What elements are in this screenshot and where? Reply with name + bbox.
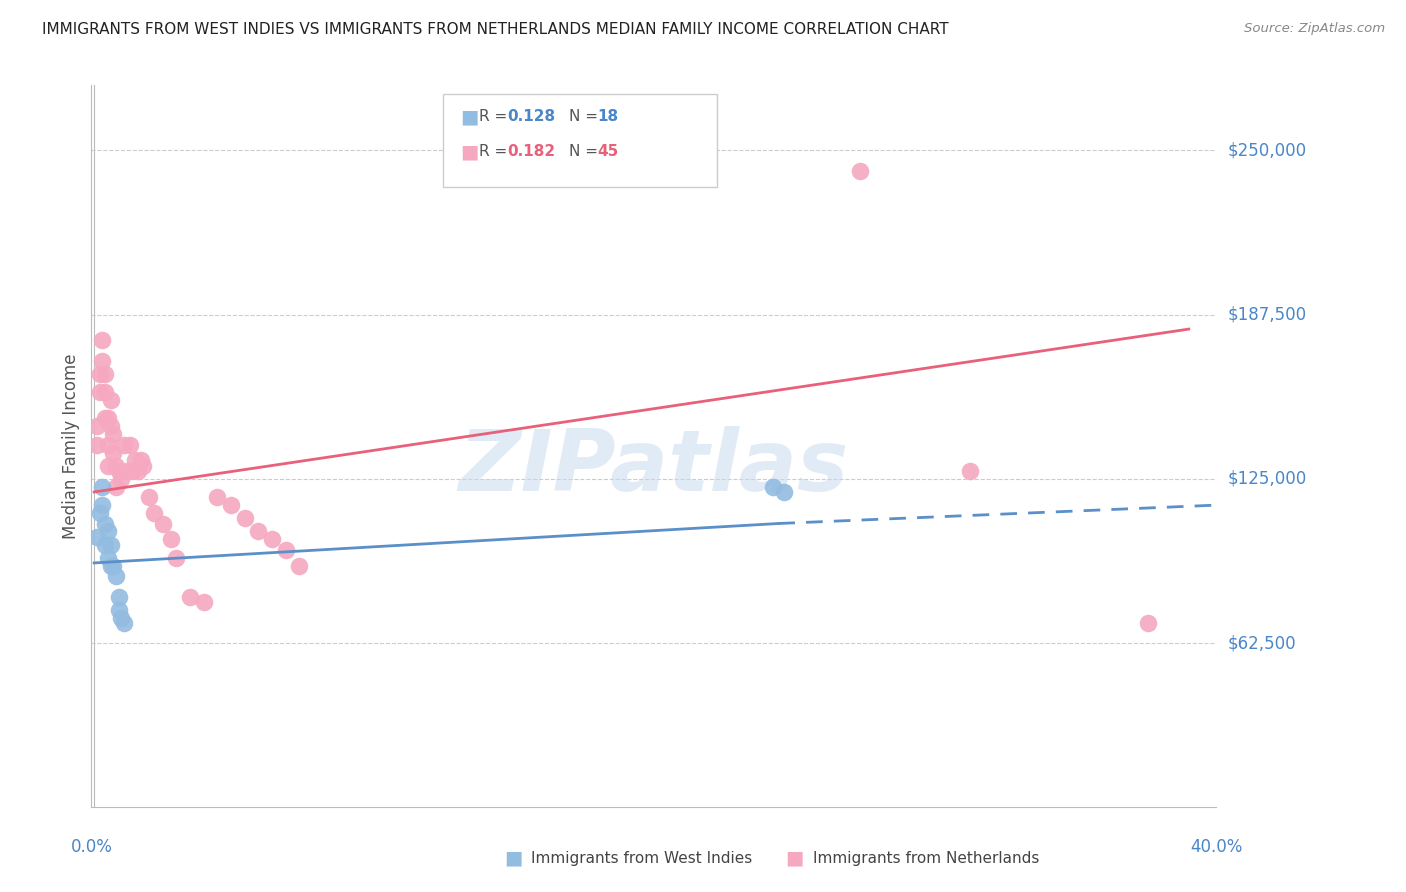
Text: R =: R = bbox=[479, 110, 508, 124]
Point bbox=[94, 411, 117, 425]
Point bbox=[115, 464, 138, 478]
Point bbox=[179, 590, 201, 604]
Text: N =: N = bbox=[569, 145, 599, 159]
Text: ■: ■ bbox=[785, 848, 804, 868]
Point bbox=[91, 480, 114, 494]
Text: Immigrants from West Indies: Immigrants from West Indies bbox=[531, 851, 752, 865]
Point bbox=[1136, 616, 1159, 631]
Point bbox=[94, 537, 117, 551]
Text: $187,500: $187,500 bbox=[1227, 306, 1306, 324]
Point bbox=[247, 524, 270, 539]
Text: $62,500: $62,500 bbox=[1227, 634, 1296, 652]
Text: ZIPatlas: ZIPatlas bbox=[458, 426, 849, 509]
Point bbox=[107, 590, 129, 604]
Point bbox=[105, 480, 128, 494]
Text: 0.182: 0.182 bbox=[508, 145, 555, 159]
Point bbox=[100, 392, 122, 407]
Point bbox=[112, 438, 135, 452]
Point bbox=[97, 458, 120, 473]
Point bbox=[219, 498, 242, 512]
Text: Immigrants from Netherlands: Immigrants from Netherlands bbox=[813, 851, 1039, 865]
Point bbox=[97, 411, 120, 425]
Text: 45: 45 bbox=[598, 145, 619, 159]
Point bbox=[107, 603, 129, 617]
Point bbox=[100, 558, 122, 573]
Point bbox=[129, 453, 152, 467]
Point bbox=[97, 438, 120, 452]
Point bbox=[274, 542, 297, 557]
Point bbox=[159, 533, 181, 547]
Point bbox=[762, 480, 785, 494]
Point bbox=[152, 516, 174, 531]
Text: Source: ZipAtlas.com: Source: ZipAtlas.com bbox=[1244, 22, 1385, 36]
Point bbox=[849, 164, 872, 178]
Text: 18: 18 bbox=[598, 110, 619, 124]
Point bbox=[91, 498, 114, 512]
Point bbox=[97, 550, 120, 565]
Point bbox=[193, 595, 215, 609]
Point bbox=[105, 569, 128, 583]
Point bbox=[110, 611, 132, 625]
Point bbox=[107, 464, 129, 478]
Text: ■: ■ bbox=[460, 107, 478, 127]
Point bbox=[207, 490, 229, 504]
Point bbox=[124, 453, 146, 467]
Point bbox=[105, 458, 128, 473]
Text: ■: ■ bbox=[460, 142, 478, 161]
Point bbox=[103, 445, 125, 459]
Text: R =: R = bbox=[479, 145, 508, 159]
Text: 0.128: 0.128 bbox=[508, 110, 555, 124]
Point bbox=[165, 550, 187, 565]
Point bbox=[91, 333, 114, 347]
Point bbox=[121, 464, 143, 478]
Point bbox=[288, 558, 311, 573]
Text: 0.0%: 0.0% bbox=[70, 838, 112, 855]
Point bbox=[103, 558, 125, 573]
Point bbox=[86, 438, 108, 452]
Text: $125,000: $125,000 bbox=[1227, 470, 1306, 488]
Point bbox=[772, 485, 794, 500]
Point bbox=[112, 616, 135, 631]
Point bbox=[100, 537, 122, 551]
Text: ■: ■ bbox=[503, 848, 523, 868]
Point bbox=[94, 516, 117, 531]
Point bbox=[127, 464, 149, 478]
Text: $250,000: $250,000 bbox=[1227, 142, 1306, 160]
Point bbox=[132, 458, 155, 473]
Point bbox=[100, 419, 122, 434]
Point bbox=[89, 506, 111, 520]
Text: 40.0%: 40.0% bbox=[1189, 838, 1243, 855]
Y-axis label: Median Family Income: Median Family Income bbox=[62, 353, 80, 539]
Point bbox=[233, 511, 256, 525]
Point bbox=[143, 506, 166, 520]
Point bbox=[118, 438, 141, 452]
Point bbox=[86, 419, 108, 434]
Text: N =: N = bbox=[569, 110, 599, 124]
Point bbox=[89, 385, 111, 400]
Point bbox=[94, 385, 117, 400]
Point bbox=[94, 367, 117, 381]
Point bbox=[103, 427, 125, 442]
Point bbox=[89, 367, 111, 381]
Point bbox=[138, 490, 160, 504]
Point bbox=[110, 472, 132, 486]
Point bbox=[260, 533, 283, 547]
Point bbox=[86, 530, 108, 544]
Text: IMMIGRANTS FROM WEST INDIES VS IMMIGRANTS FROM NETHERLANDS MEDIAN FAMILY INCOME : IMMIGRANTS FROM WEST INDIES VS IMMIGRANT… bbox=[42, 22, 949, 37]
Point bbox=[91, 353, 114, 368]
Point bbox=[97, 524, 120, 539]
Point bbox=[959, 464, 981, 478]
